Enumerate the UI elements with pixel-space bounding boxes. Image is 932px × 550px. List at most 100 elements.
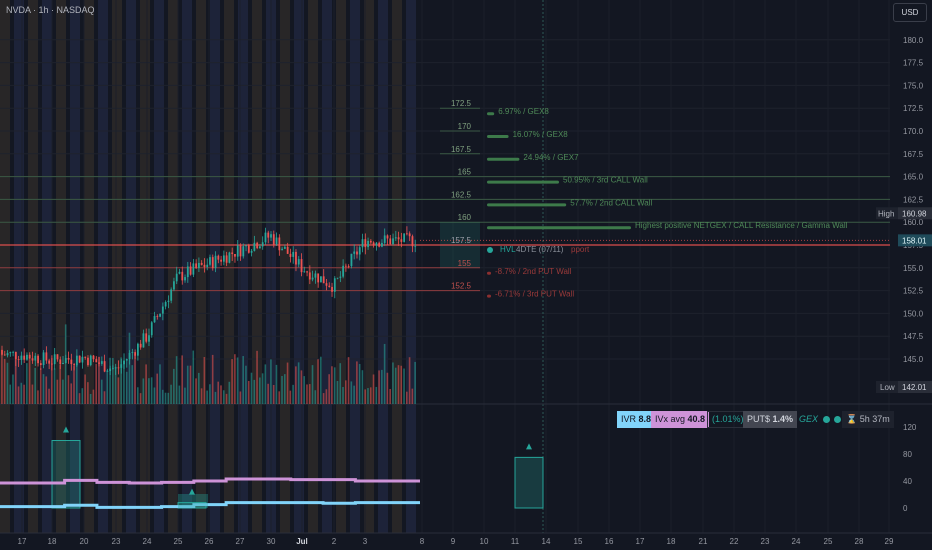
hourglass-icon: ⌛ (846, 414, 858, 424)
session-stripe (168, 0, 178, 533)
volume-bar (92, 389, 95, 404)
session-stripe (112, 0, 122, 533)
volume-bar (70, 383, 73, 404)
candle-body (367, 240, 369, 248)
ivx-value: 40.8 (687, 414, 706, 424)
volume-bar (117, 377, 120, 404)
candle-body (53, 354, 56, 365)
candle-body (209, 257, 211, 265)
candle-body (131, 352, 134, 353)
candle-body (292, 251, 295, 257)
volume-bar (98, 356, 100, 404)
candle-body (364, 239, 367, 248)
volume-bar (48, 388, 50, 404)
volume-bar (209, 384, 211, 404)
ivx-label: IVx avg (655, 414, 686, 424)
candle-body (397, 237, 400, 240)
candle-body (375, 242, 378, 246)
iv-tick: 0 (903, 504, 908, 513)
candle-body (414, 245, 417, 247)
volume-bar (114, 366, 117, 404)
candle-body (92, 355, 95, 360)
candle-body (259, 246, 261, 249)
session-stripe (70, 0, 80, 533)
level-label: -6.71% / 3rd PUT Wall (495, 290, 574, 299)
candle-body (17, 359, 20, 360)
currency-button[interactable]: USD (893, 3, 927, 22)
candle-body (314, 273, 317, 278)
low-value: 142.01 (902, 383, 927, 392)
volume-bar (136, 387, 139, 404)
volume-bar (203, 357, 206, 404)
candle-body (48, 360, 51, 364)
candle-body (26, 354, 28, 360)
put-badge: PUT$ 1.4% (743, 411, 798, 428)
level-bar (487, 203, 567, 207)
price-tick: 165.0 (903, 173, 924, 182)
time-tick: 10 (480, 537, 489, 546)
volume-bar (383, 343, 386, 404)
candle-body (264, 232, 267, 243)
volume-bar (148, 378, 150, 404)
volume-bar (39, 368, 42, 404)
volume-bar (297, 362, 300, 404)
candle-body (73, 364, 76, 366)
volume-bar (328, 374, 330, 404)
candle-body (234, 253, 236, 257)
candle-body (125, 359, 128, 361)
volume-bar (231, 359, 233, 404)
candle-body (250, 250, 253, 253)
candle-body (236, 245, 239, 257)
candle-body (203, 264, 206, 268)
candle-body (320, 276, 322, 283)
candle-body (34, 355, 37, 361)
iv-series-line (0, 477, 420, 485)
high-value-bg (898, 207, 932, 220)
volume-bar (369, 387, 372, 404)
candle-body (3, 354, 6, 356)
candle-body (267, 232, 270, 238)
session-stripe (406, 0, 416, 533)
volume-bar (331, 366, 333, 404)
time-badge: ⌛ 5h 37m (842, 411, 894, 428)
volume-bar (347, 357, 350, 404)
session-stripe (154, 0, 164, 533)
time-left: 5h 37m (859, 414, 890, 424)
volume-bar (408, 357, 411, 404)
candle-body (217, 255, 220, 260)
iv-series-line (0, 501, 420, 509)
volume-bar (123, 360, 125, 404)
up-arrow-icon (63, 426, 69, 433)
volume-bar (31, 384, 34, 404)
time-tick: 17 (18, 537, 27, 546)
candle-body (20, 355, 23, 360)
volume-bar (236, 357, 239, 404)
candle-body (136, 343, 139, 356)
candle-body (306, 271, 308, 273)
candle-body (286, 246, 289, 254)
volume-bar (161, 389, 164, 404)
volume-bar (112, 358, 114, 404)
candle-body (1, 349, 3, 355)
level-label: 6.97% / GEX8 (498, 107, 549, 116)
volume-bar (167, 392, 170, 404)
candle-body (336, 277, 339, 279)
candle-body (333, 278, 336, 292)
candle-body (178, 271, 181, 274)
volume-bar (381, 369, 383, 404)
candle-body (356, 251, 358, 255)
volume-bar (75, 360, 78, 404)
up-arrow-icon (526, 443, 532, 450)
candle-body (350, 253, 353, 267)
iv-tick: 40 (903, 477, 912, 486)
time-tick: 21 (699, 537, 708, 546)
volume-bar (311, 365, 314, 404)
candle-body (408, 233, 411, 237)
volume-bar (317, 359, 319, 404)
session-stripe (224, 0, 234, 533)
high-value: 160.98 (902, 209, 927, 218)
time-tick: 9 (451, 537, 456, 546)
volume-bar (37, 390, 39, 404)
volume-bar (303, 376, 305, 404)
